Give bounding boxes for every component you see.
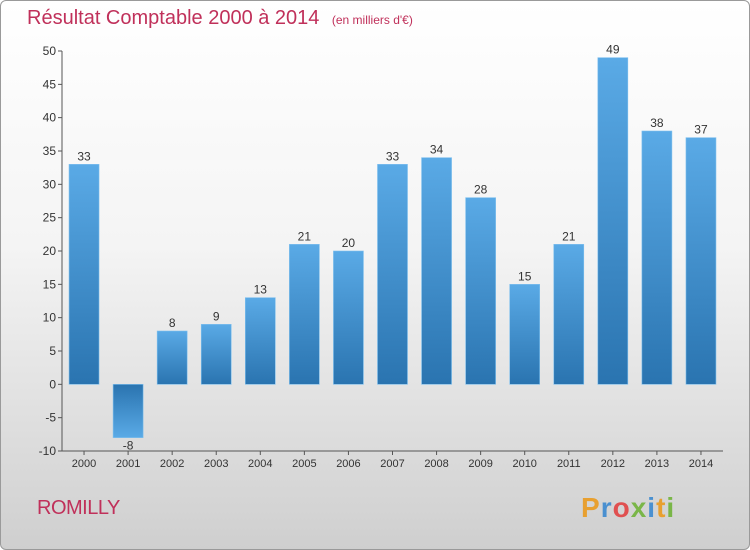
- y-tick-label: -10: [39, 444, 57, 458]
- x-tick-label: 2003: [204, 458, 228, 470]
- bar-2004: [245, 297, 276, 385]
- y-tick-label: 10: [43, 311, 57, 325]
- x-tick-label: 2000: [72, 458, 96, 470]
- x-tick-label: 2010: [512, 458, 536, 470]
- y-tick-label: 20: [43, 244, 57, 258]
- y-axis: -10 -5 0 5 10 15 20 25 30 35 40 45 50: [39, 44, 63, 458]
- y-tick-label: -5: [45, 411, 56, 425]
- x-tick-label: 2007: [380, 458, 404, 470]
- brand-logo: Proxiti: [581, 492, 675, 524]
- data-label: -8: [123, 439, 134, 453]
- x-tick-label: 2014: [689, 458, 713, 470]
- bar-2008: [421, 157, 452, 385]
- y-tick-label: 0: [49, 377, 56, 391]
- brand-letter: r: [600, 492, 613, 523]
- data-label: 8: [169, 316, 176, 330]
- bar-2007: [377, 164, 408, 385]
- bar-2000: [68, 164, 100, 385]
- bar-2002: [156, 330, 188, 385]
- data-label: 28: [474, 183, 488, 197]
- x-tick-label: 2012: [601, 458, 625, 470]
- x-tick-label: 2008: [424, 458, 448, 470]
- data-label: 21: [298, 229, 312, 243]
- y-tick-label: 5: [49, 344, 56, 358]
- title-row: Résultat Comptable 2000 à 2014 (en milli…: [27, 7, 413, 30]
- x-tick-label: 2005: [292, 458, 316, 470]
- brand-letter: i: [647, 492, 657, 523]
- x-tick-label: 2013: [645, 458, 669, 470]
- y-tick-label: 15: [43, 277, 57, 291]
- bar-2011: [553, 244, 585, 385]
- bar-2010: [509, 284, 541, 385]
- x-axis: 2000 2001 2002 2003 2004 2005 2006 2007 2008 2009…: [62, 450, 723, 470]
- brand-letter: x: [630, 492, 648, 523]
- chart-title: Résultat Comptable 2000 à 2014: [27, 7, 320, 29]
- bar-2012: [597, 57, 629, 385]
- y-tick-label: 45: [43, 77, 57, 91]
- y-tick-label: 25: [43, 211, 57, 225]
- brand-letter: P: [581, 492, 601, 523]
- data-label: 34: [430, 143, 444, 157]
- data-label: 20: [342, 236, 356, 250]
- y-tick-label: 30: [43, 177, 57, 191]
- data-label: 33: [386, 149, 400, 163]
- x-tick-label: 2002: [160, 458, 184, 470]
- data-label: 38: [650, 116, 664, 130]
- bar-2003: [200, 324, 232, 385]
- bar-2013: [641, 130, 673, 385]
- x-tick-label: 2011: [557, 458, 581, 470]
- brand-letter: i: [666, 492, 676, 523]
- brand-letter: o: [612, 492, 631, 523]
- data-label: 15: [518, 269, 532, 283]
- bar-2005: [289, 244, 320, 385]
- y-tick-label: 40: [43, 111, 57, 125]
- y-tick-label: 50: [43, 44, 57, 58]
- x-tick-label: 2006: [336, 458, 360, 470]
- bars: [68, 57, 717, 438]
- brand-letter: t: [656, 492, 667, 523]
- x-tick-label: 2001: [116, 458, 140, 470]
- data-label: 37: [694, 123, 708, 137]
- data-label: 21: [562, 229, 576, 243]
- x-tick-label: 2004: [248, 458, 272, 470]
- bar-2014: [685, 137, 717, 385]
- bar-2009: [465, 197, 496, 385]
- chart-subtitle: (en milliers d'€): [331, 13, 413, 27]
- data-label: 13: [254, 283, 268, 297]
- commune-name: ROMILLY: [37, 497, 120, 519]
- data-labels: 33 -8 8 9 13 21 20 33 34 28 15 21 49 38 37: [77, 43, 708, 453]
- y-tick-label: 35: [43, 144, 57, 158]
- x-tick-label: 2009: [468, 458, 492, 470]
- data-label: 9: [213, 309, 220, 323]
- bar-2006: [333, 250, 364, 385]
- data-label: 49: [606, 43, 620, 57]
- data-label: 33: [77, 149, 91, 163]
- bar-2001: [112, 384, 144, 438]
